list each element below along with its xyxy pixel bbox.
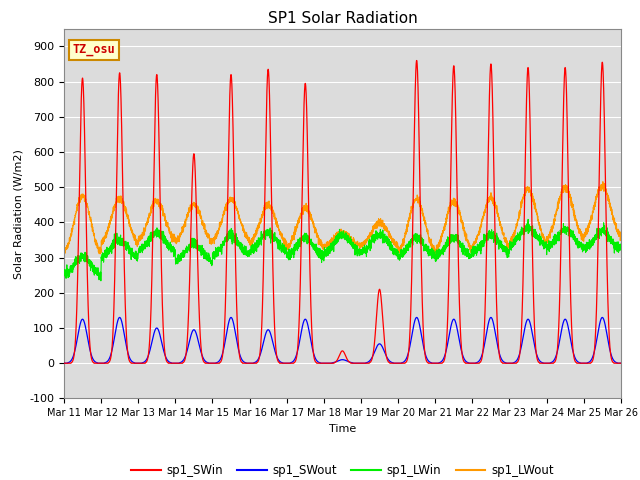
Y-axis label: Solar Radiation (W/m2): Solar Radiation (W/m2)	[13, 149, 24, 278]
Title: SP1 Solar Radiation: SP1 Solar Radiation	[268, 11, 417, 26]
X-axis label: Time: Time	[329, 424, 356, 433]
Legend: sp1_SWin, sp1_SWout, sp1_LWin, sp1_LWout: sp1_SWin, sp1_SWout, sp1_LWin, sp1_LWout	[126, 460, 559, 480]
Text: TZ_osu: TZ_osu	[72, 43, 115, 56]
